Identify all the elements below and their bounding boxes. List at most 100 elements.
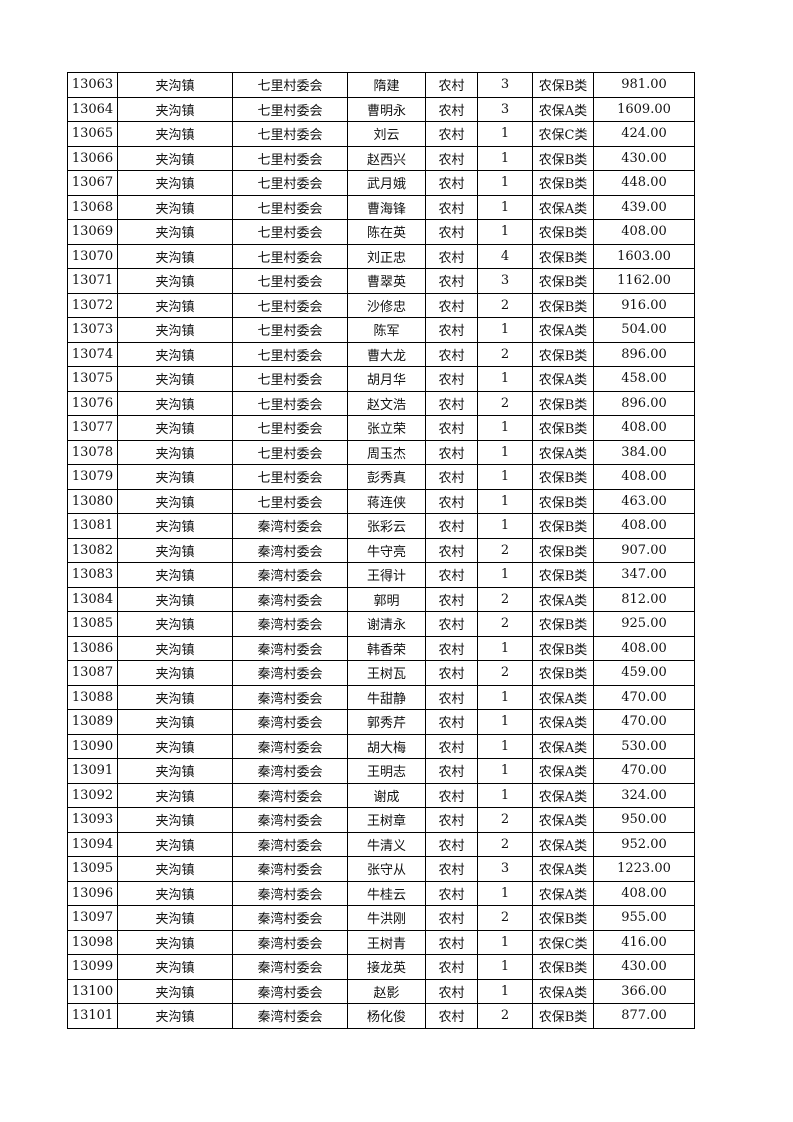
name-cell: 周玉杰: [347, 439, 426, 465]
record-id-cell: 13072: [67, 292, 118, 318]
household-size-cell: 1: [477, 880, 533, 906]
name-cell: 彭秀真: [347, 464, 426, 490]
town-cell: 夹沟镇: [117, 905, 233, 931]
table-row: 13075 夹沟镇 七里村委会 胡月华 农村 1 农保A类 458.00: [67, 366, 695, 392]
town-cell: 夹沟镇: [117, 929, 233, 955]
insurance-category-cell: 农保B类: [532, 464, 594, 490]
household-size-cell: 2: [477, 611, 533, 637]
table-row: 13094 夹沟镇 秦湾村委会 牛清义 农村 2 农保A类 952.00: [67, 831, 695, 857]
household-size-cell: 1: [477, 145, 533, 171]
village-committee-cell: 秦湾村委会: [232, 684, 348, 710]
town-cell: 夹沟镇: [117, 684, 233, 710]
name-cell: 郭明: [347, 586, 426, 612]
record-id-cell: 13080: [67, 488, 118, 514]
village-committee-cell: 秦湾村委会: [232, 978, 348, 1004]
amount-cell: 1162.00: [593, 268, 695, 294]
record-id-cell: 13090: [67, 733, 118, 759]
town-cell: 夹沟镇: [117, 292, 233, 318]
insurance-category-cell: 农保A类: [532, 194, 594, 220]
amount-cell: 504.00: [593, 317, 695, 343]
name-cell: 张守从: [347, 856, 426, 882]
town-cell: 夹沟镇: [117, 733, 233, 759]
household-type-cell: 农村: [425, 856, 478, 882]
table-row: 13086 夹沟镇 秦湾村委会 韩香荣 农村 1 农保B类 408.00: [67, 635, 695, 661]
name-cell: 赵文浩: [347, 390, 426, 416]
amount-cell: 1609.00: [593, 96, 695, 122]
records-table-body: 13063 夹沟镇 七里村委会 隋建 农村 3 农保B类 981.00 13064 夹沟镇 七里村委…: [67, 72, 695, 1029]
town-cell: 夹沟镇: [117, 219, 233, 245]
town-cell: 夹沟镇: [117, 170, 233, 196]
town-cell: 夹沟镇: [117, 635, 233, 661]
household-type-cell: 农村: [425, 954, 478, 980]
name-cell: 赵影: [347, 978, 426, 1004]
insurance-category-cell: 农保B类: [532, 1003, 594, 1029]
insurance-category-cell: 农保B类: [532, 562, 594, 588]
household-size-cell: 1: [477, 709, 533, 735]
insurance-category-cell: 农保B类: [532, 145, 594, 171]
town-cell: 夹沟镇: [117, 243, 233, 269]
name-cell: 沙修忠: [347, 292, 426, 318]
amount-cell: 408.00: [593, 635, 695, 661]
name-cell: 曹海锋: [347, 194, 426, 220]
insurance-category-cell: 农保A类: [532, 684, 594, 710]
amount-cell: 430.00: [593, 145, 695, 171]
household-size-cell: 1: [477, 635, 533, 661]
town-cell: 夹沟镇: [117, 439, 233, 465]
insurance-category-cell: 农保A类: [532, 880, 594, 906]
household-size-cell: 1: [477, 121, 533, 147]
household-type-cell: 农村: [425, 782, 478, 808]
amount-cell: 877.00: [593, 1003, 695, 1029]
table-row: 13085 夹沟镇 秦湾村委会 谢清永 农村 2 农保B类 925.00: [67, 611, 695, 637]
village-committee-cell: 七里村委会: [232, 121, 348, 147]
table-row: 13064 夹沟镇 七里村委会 曹明永 农村 3 农保A类 1609.00: [67, 96, 695, 122]
household-type-cell: 农村: [425, 586, 478, 612]
town-cell: 夹沟镇: [117, 390, 233, 416]
amount-cell: 458.00: [593, 366, 695, 392]
town-cell: 夹沟镇: [117, 72, 233, 98]
town-cell: 夹沟镇: [117, 611, 233, 637]
record-id-cell: 13098: [67, 929, 118, 955]
record-id-cell: 13083: [67, 562, 118, 588]
village-committee-cell: 七里村委会: [232, 341, 348, 367]
name-cell: 蒋连侠: [347, 488, 426, 514]
record-id-cell: 13091: [67, 758, 118, 784]
village-committee-cell: 秦湾村委会: [232, 660, 348, 686]
amount-cell: 896.00: [593, 390, 695, 416]
town-cell: 夹沟镇: [117, 782, 233, 808]
table-row: 13070 夹沟镇 七里村委会 刘正忠 农村 4 农保B类 1603.00: [67, 243, 695, 269]
name-cell: 曹明永: [347, 96, 426, 122]
table-row: 13083 夹沟镇 秦湾村委会 王得计 农村 1 农保B类 347.00: [67, 562, 695, 588]
insurance-category-cell: 农保A类: [532, 366, 594, 392]
insurance-category-cell: 农保A类: [532, 96, 594, 122]
insurance-category-cell: 农保B类: [532, 611, 594, 637]
insurance-category-cell: 农保B类: [532, 537, 594, 563]
household-type-cell: 农村: [425, 292, 478, 318]
town-cell: 夹沟镇: [117, 537, 233, 563]
village-committee-cell: 七里村委会: [232, 292, 348, 318]
name-cell: 谢清永: [347, 611, 426, 637]
table-row: 13074 夹沟镇 七里村委会 曹大龙 农村 2 农保B类 896.00: [67, 341, 695, 367]
name-cell: 王得计: [347, 562, 426, 588]
table-row: 13078 夹沟镇 七里村委会 周玉杰 农村 1 农保A类 384.00: [67, 439, 695, 465]
record-id-cell: 13082: [67, 537, 118, 563]
amount-cell: 416.00: [593, 929, 695, 955]
name-cell: 武月娥: [347, 170, 426, 196]
village-committee-cell: 秦湾村委会: [232, 562, 348, 588]
town-cell: 夹沟镇: [117, 415, 233, 441]
household-size-cell: 2: [477, 341, 533, 367]
village-committee-cell: 七里村委会: [232, 268, 348, 294]
record-id-cell: 13093: [67, 807, 118, 833]
name-cell: 胡月华: [347, 366, 426, 392]
insurance-category-cell: 农保A类: [532, 709, 594, 735]
record-id-cell: 13081: [67, 513, 118, 539]
household-type-cell: 农村: [425, 513, 478, 539]
record-id-cell: 13087: [67, 660, 118, 686]
insurance-category-cell: 农保B类: [532, 488, 594, 514]
insurance-category-cell: 农保B类: [532, 170, 594, 196]
name-cell: 牛清义: [347, 831, 426, 857]
household-size-cell: 1: [477, 219, 533, 245]
name-cell: 隋建: [347, 72, 426, 98]
table-row: 13090 夹沟镇 秦湾村委会 胡大梅 农村 1 农保A类 530.00: [67, 733, 695, 759]
household-size-cell: 3: [477, 856, 533, 882]
household-type-cell: 农村: [425, 341, 478, 367]
